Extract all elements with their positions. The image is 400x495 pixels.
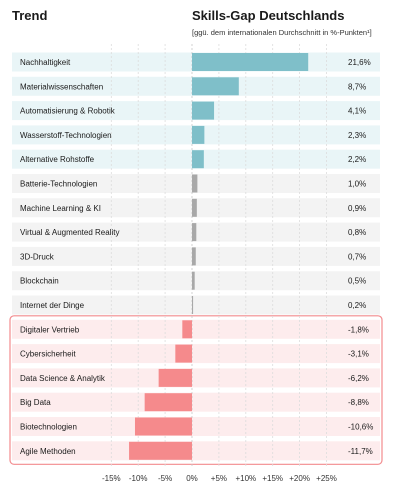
category-label: Biotechnologien bbox=[20, 423, 77, 432]
x-tick-label: -10% bbox=[129, 474, 148, 483]
value-label: -1,8% bbox=[348, 325, 369, 334]
value-label: 8,7% bbox=[348, 82, 366, 91]
value-label: -10,6% bbox=[348, 423, 373, 432]
bar bbox=[175, 344, 192, 363]
value-label: 0,9% bbox=[348, 204, 366, 213]
category-label: Automatisierung & Robotik bbox=[20, 107, 116, 116]
category-label: Internet der Dinge bbox=[20, 301, 85, 310]
category-label: Materialwissenschaften bbox=[20, 82, 103, 91]
bar bbox=[129, 441, 192, 460]
row-band bbox=[12, 246, 380, 266]
value-label: 1,0% bbox=[348, 180, 366, 189]
row-band bbox=[12, 295, 380, 315]
category-label: Agile Methoden bbox=[20, 447, 76, 456]
negative-group-border bbox=[9, 315, 383, 465]
category-label: Alternative Rohstoffe bbox=[20, 155, 95, 164]
value-label: 21,6% bbox=[348, 58, 371, 67]
bar bbox=[192, 125, 205, 144]
x-tick-label: -5% bbox=[158, 474, 172, 483]
row-band bbox=[12, 368, 380, 388]
x-tick-label: -15% bbox=[102, 474, 121, 483]
value-label: 0,7% bbox=[348, 252, 366, 261]
chart-subtitle: [ggü. dem internationalen Durchschnitt i… bbox=[192, 28, 372, 37]
value-label: 4,1% bbox=[348, 107, 366, 116]
value-label: 2,3% bbox=[348, 131, 366, 140]
value-label: -3,1% bbox=[348, 350, 369, 359]
category-label: Digitaler Vertrieb bbox=[20, 325, 80, 334]
row-band bbox=[12, 271, 380, 291]
row-band bbox=[12, 344, 380, 364]
bar bbox=[192, 101, 215, 120]
value-label: 2,2% bbox=[348, 155, 366, 164]
value-label: 0,8% bbox=[348, 228, 366, 237]
x-tick-label: 0% bbox=[186, 474, 198, 483]
bar bbox=[134, 417, 192, 436]
bar bbox=[158, 368, 192, 387]
trend-column-header: Trend bbox=[12, 8, 48, 23]
bar bbox=[192, 223, 197, 242]
bar bbox=[192, 247, 196, 266]
category-label: Virtual & Augmented Reality bbox=[20, 228, 119, 237]
bar bbox=[192, 53, 309, 71]
category-label: Wasserstoff-Technologien bbox=[20, 131, 112, 140]
bar bbox=[192, 271, 195, 290]
x-tick-label: +5% bbox=[211, 474, 227, 483]
category-label: Cybersicherheit bbox=[20, 350, 76, 359]
category-label: Data Science & Analytik bbox=[20, 374, 106, 383]
category-label: Blockchain bbox=[20, 277, 59, 286]
bar bbox=[192, 77, 239, 96]
value-label: -6,2% bbox=[348, 374, 369, 383]
value-label: -8,8% bbox=[348, 398, 369, 407]
category-label: Big Data bbox=[20, 398, 51, 407]
category-label: 3D-Druck bbox=[20, 252, 55, 261]
chart-title: Skills-Gap Deutschlands bbox=[192, 8, 345, 23]
x-tick-label: +20% bbox=[289, 474, 310, 483]
value-label: 0,5% bbox=[348, 277, 366, 286]
value-label: 0,2% bbox=[348, 301, 366, 310]
category-label: Batterie-Technologien bbox=[20, 180, 97, 189]
bar bbox=[192, 198, 197, 217]
row-band bbox=[12, 441, 380, 461]
bar bbox=[182, 320, 192, 339]
bars bbox=[129, 53, 309, 460]
bar bbox=[192, 174, 198, 193]
x-tick-label: +25% bbox=[316, 474, 337, 483]
bar bbox=[192, 150, 204, 169]
bar bbox=[192, 296, 194, 314]
x-tick-label: +15% bbox=[262, 474, 283, 483]
x-tick-label: +10% bbox=[235, 474, 256, 483]
row-band bbox=[12, 319, 380, 339]
category-label: Nachhaltigkeit bbox=[20, 58, 71, 67]
row-band bbox=[12, 392, 380, 412]
bar bbox=[144, 393, 192, 412]
labels: -15% -10% -5% 0% +5% +10% +15% +20% +25% Nachhalt… bbox=[20, 58, 373, 483]
category-label: Machine Learning & KI bbox=[20, 204, 101, 213]
row-band bbox=[12, 417, 380, 436]
value-label: -11,7% bbox=[348, 447, 373, 456]
